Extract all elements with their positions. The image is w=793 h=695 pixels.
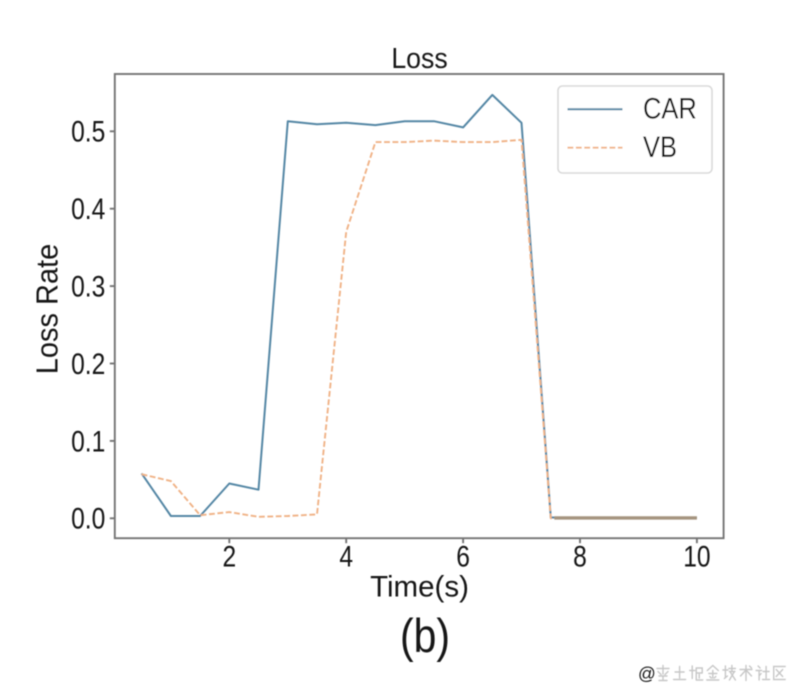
svg-text:Loss Rate: Loss Rate <box>31 244 65 374</box>
svg-text:10: 10 <box>683 539 710 573</box>
svg-text:Time(s): Time(s) <box>370 571 469 604</box>
svg-text:VB: VB <box>643 130 677 163</box>
svg-text:8: 8 <box>573 539 587 573</box>
svg-text:0.4: 0.4 <box>71 192 105 226</box>
svg-text:CAR: CAR <box>643 92 697 125</box>
svg-text:0.3: 0.3 <box>71 269 105 303</box>
svg-text:6: 6 <box>456 539 470 573</box>
svg-text:(b): (b) <box>400 610 450 662</box>
svg-text:Loss: Loss <box>391 42 447 74</box>
svg-text:4: 4 <box>339 539 353 573</box>
svg-text:@: @ <box>638 664 656 684</box>
svg-text:0.0: 0.0 <box>71 501 105 535</box>
svg-text:2: 2 <box>222 539 236 573</box>
svg-text:0.1: 0.1 <box>71 424 105 458</box>
svg-text:0.2: 0.2 <box>71 347 105 381</box>
svg-text:0.5: 0.5 <box>71 114 105 148</box>
